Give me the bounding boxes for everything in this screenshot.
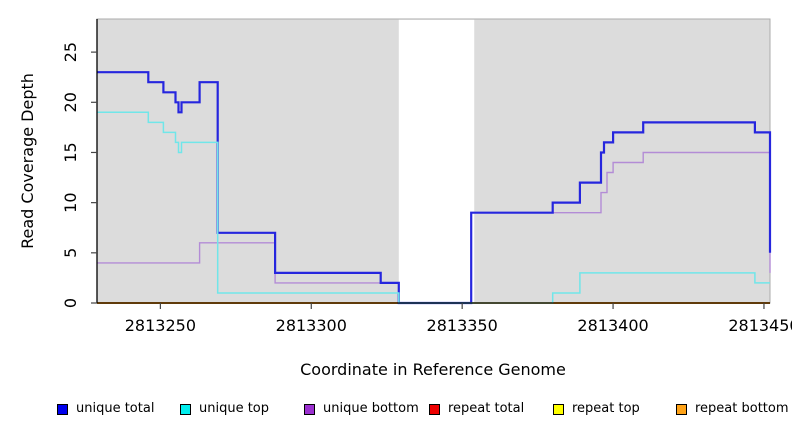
legend-swatch [57, 403, 68, 415]
legend-item-repeat-total: repeat total [429, 401, 524, 417]
y-axis-title: Read Coverage Depth [18, 73, 37, 249]
legend-label: unique top [199, 401, 270, 416]
y-tick-label: 5 [61, 248, 80, 258]
x-tick-label: 2813300 [276, 316, 347, 335]
legend-swatch [180, 403, 191, 415]
legend-label: unique total [76, 401, 155, 416]
legend-label: repeat top [572, 401, 640, 416]
legend-swatch [676, 403, 687, 415]
y-tick-label: 20 [61, 92, 80, 112]
x-tick-label: 2813250 [125, 316, 196, 335]
coverage-gap-band [398, 19, 475, 303]
legend-item-unique-top: unique top [180, 401, 269, 417]
legend-item-repeat-top: repeat top [553, 401, 640, 417]
y-tick-label: 25 [61, 42, 80, 62]
x-tick-label: 2813400 [577, 316, 648, 335]
legend-item-unique-total: unique total [57, 401, 154, 417]
legend-swatch [304, 403, 315, 415]
legend-label: repeat total [448, 401, 525, 416]
legend-label: repeat bottom [695, 401, 789, 416]
legend-item-unique-bottom: unique bottom [304, 401, 419, 417]
series-line-unique-total [97, 71, 772, 305]
x-tick-label: 2813350 [427, 316, 498, 335]
x-axis-title: Coordinate in Reference Genome [300, 360, 566, 379]
y-tick-label: 10 [61, 192, 80, 212]
legend-swatch [553, 403, 564, 415]
legend: unique total unique top unique bottom repea… [0, 399, 792, 423]
y-tick-label: 0 [61, 298, 80, 308]
legend-swatch [429, 403, 440, 415]
y-tick-label: 15 [61, 142, 80, 162]
series-line-unique-top [97, 111, 770, 304]
legend-label: unique bottom [323, 401, 419, 416]
legend-item-repeat-bottom: repeat bottom [676, 401, 789, 417]
